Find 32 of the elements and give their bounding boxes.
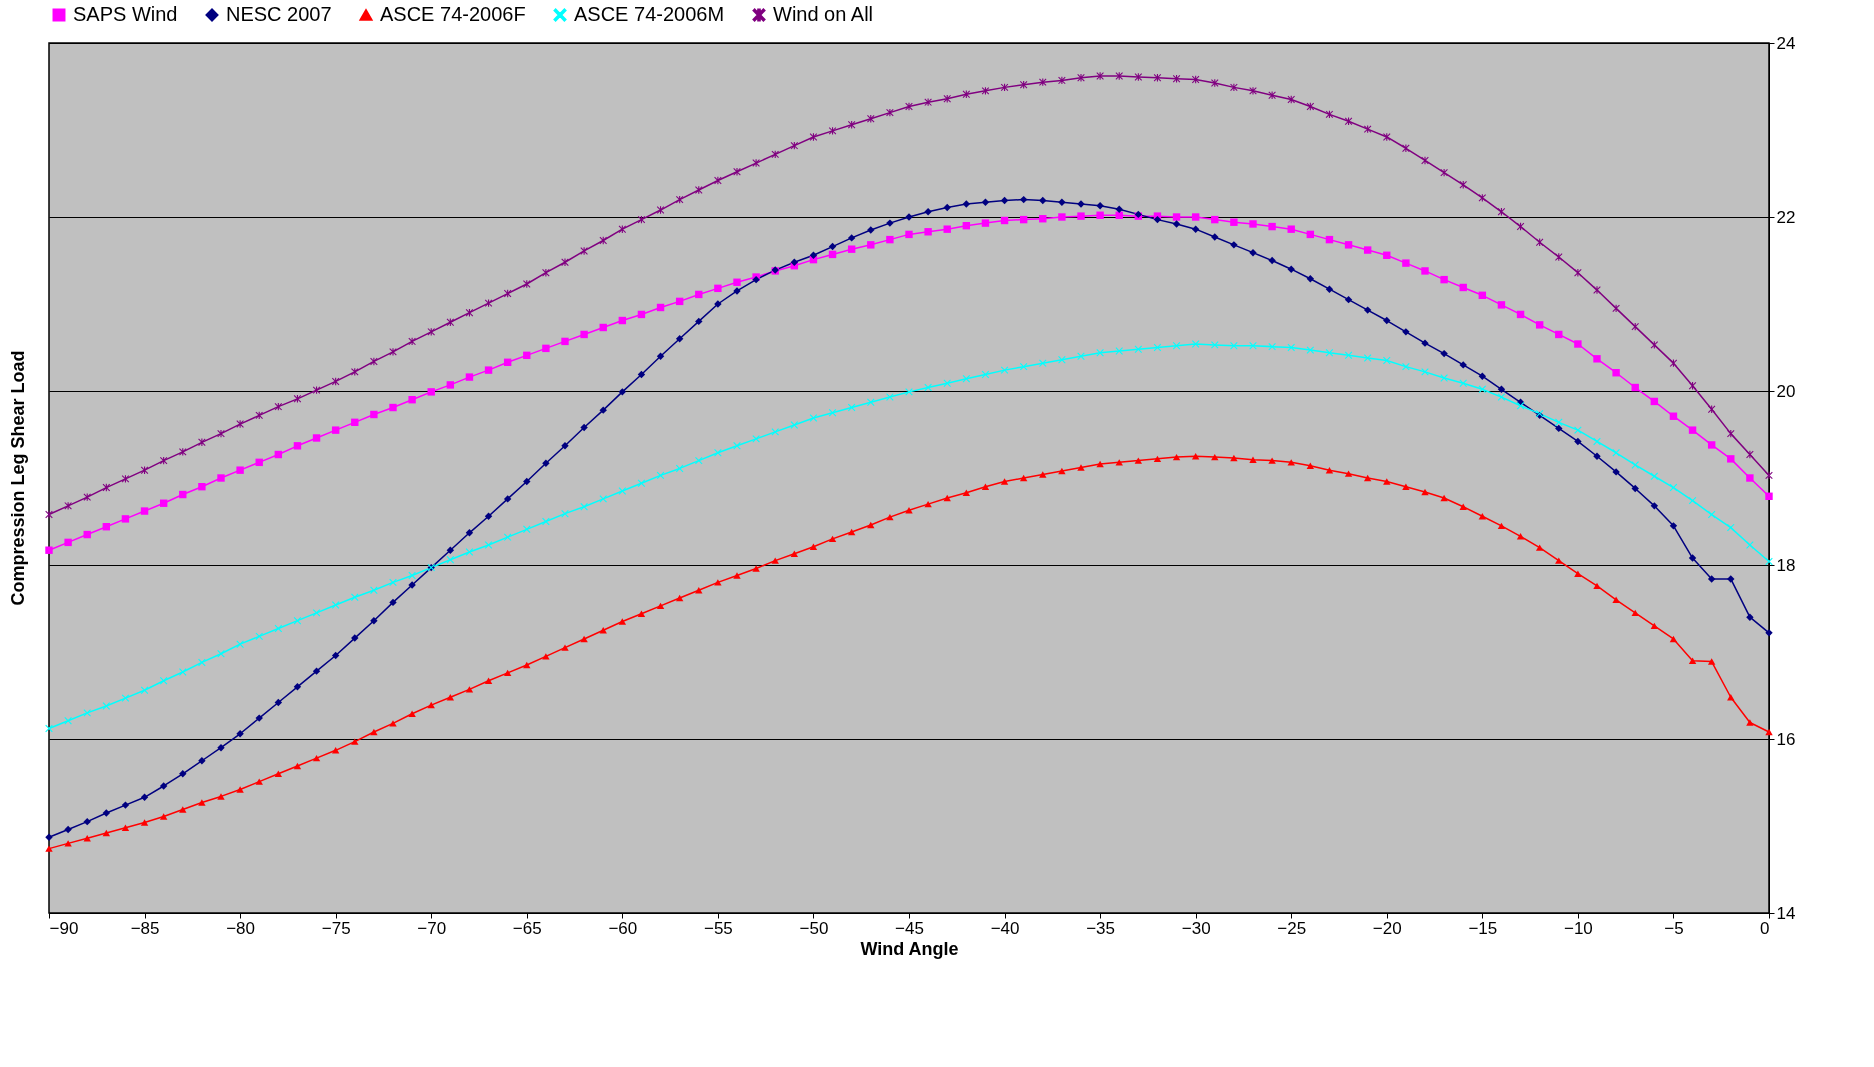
x-tick-label: −60 xyxy=(608,918,638,938)
y-tick-label: 24 xyxy=(1776,33,1796,53)
legend-label: ASCE 74-2006F xyxy=(380,3,526,25)
x-tick-label: −20 xyxy=(1372,918,1402,938)
x-tick-label: −40 xyxy=(990,918,1020,938)
y-tick-label: 16 xyxy=(1776,729,1796,749)
legend-label: ASCE 74-2006M xyxy=(574,3,725,25)
x-tick-label: −25 xyxy=(1277,918,1307,938)
y-tick-label: 14 xyxy=(1776,903,1796,923)
y-tick-label: 18 xyxy=(1776,555,1796,575)
y-tick-label: 20 xyxy=(1776,381,1796,401)
x-tick-label: −55 xyxy=(703,918,733,938)
x-tick-label: −35 xyxy=(1086,918,1116,938)
x-tick-label: −90 xyxy=(49,918,79,938)
y-tick-label: 22 xyxy=(1776,207,1796,227)
x-tick-label: −65 xyxy=(512,918,542,938)
x-tick-label: −70 xyxy=(417,918,447,938)
x-tick-label: −50 xyxy=(799,918,829,938)
x-tick-label: −5 xyxy=(1664,918,1684,938)
x-tick-label: −75 xyxy=(321,918,351,938)
x-tick-label: −10 xyxy=(1563,918,1593,938)
legend-label: Wind on All xyxy=(773,3,874,25)
x-tick-label: −30 xyxy=(1181,918,1211,938)
x-tick-label: −15 xyxy=(1468,918,1498,938)
legend-label: SAPS Wind xyxy=(73,3,178,25)
x-tick-label: 0 xyxy=(1760,918,1770,938)
legend-label: NESC 2007 xyxy=(226,3,332,25)
x-tick-label: −85 xyxy=(130,918,160,938)
x-tick-label: −45 xyxy=(895,918,924,938)
x-tick-label: −80 xyxy=(226,918,256,938)
y-axis-title: Compression Leg Shear Load xyxy=(8,350,28,606)
x-axis-title: Wind Angle xyxy=(860,938,959,959)
